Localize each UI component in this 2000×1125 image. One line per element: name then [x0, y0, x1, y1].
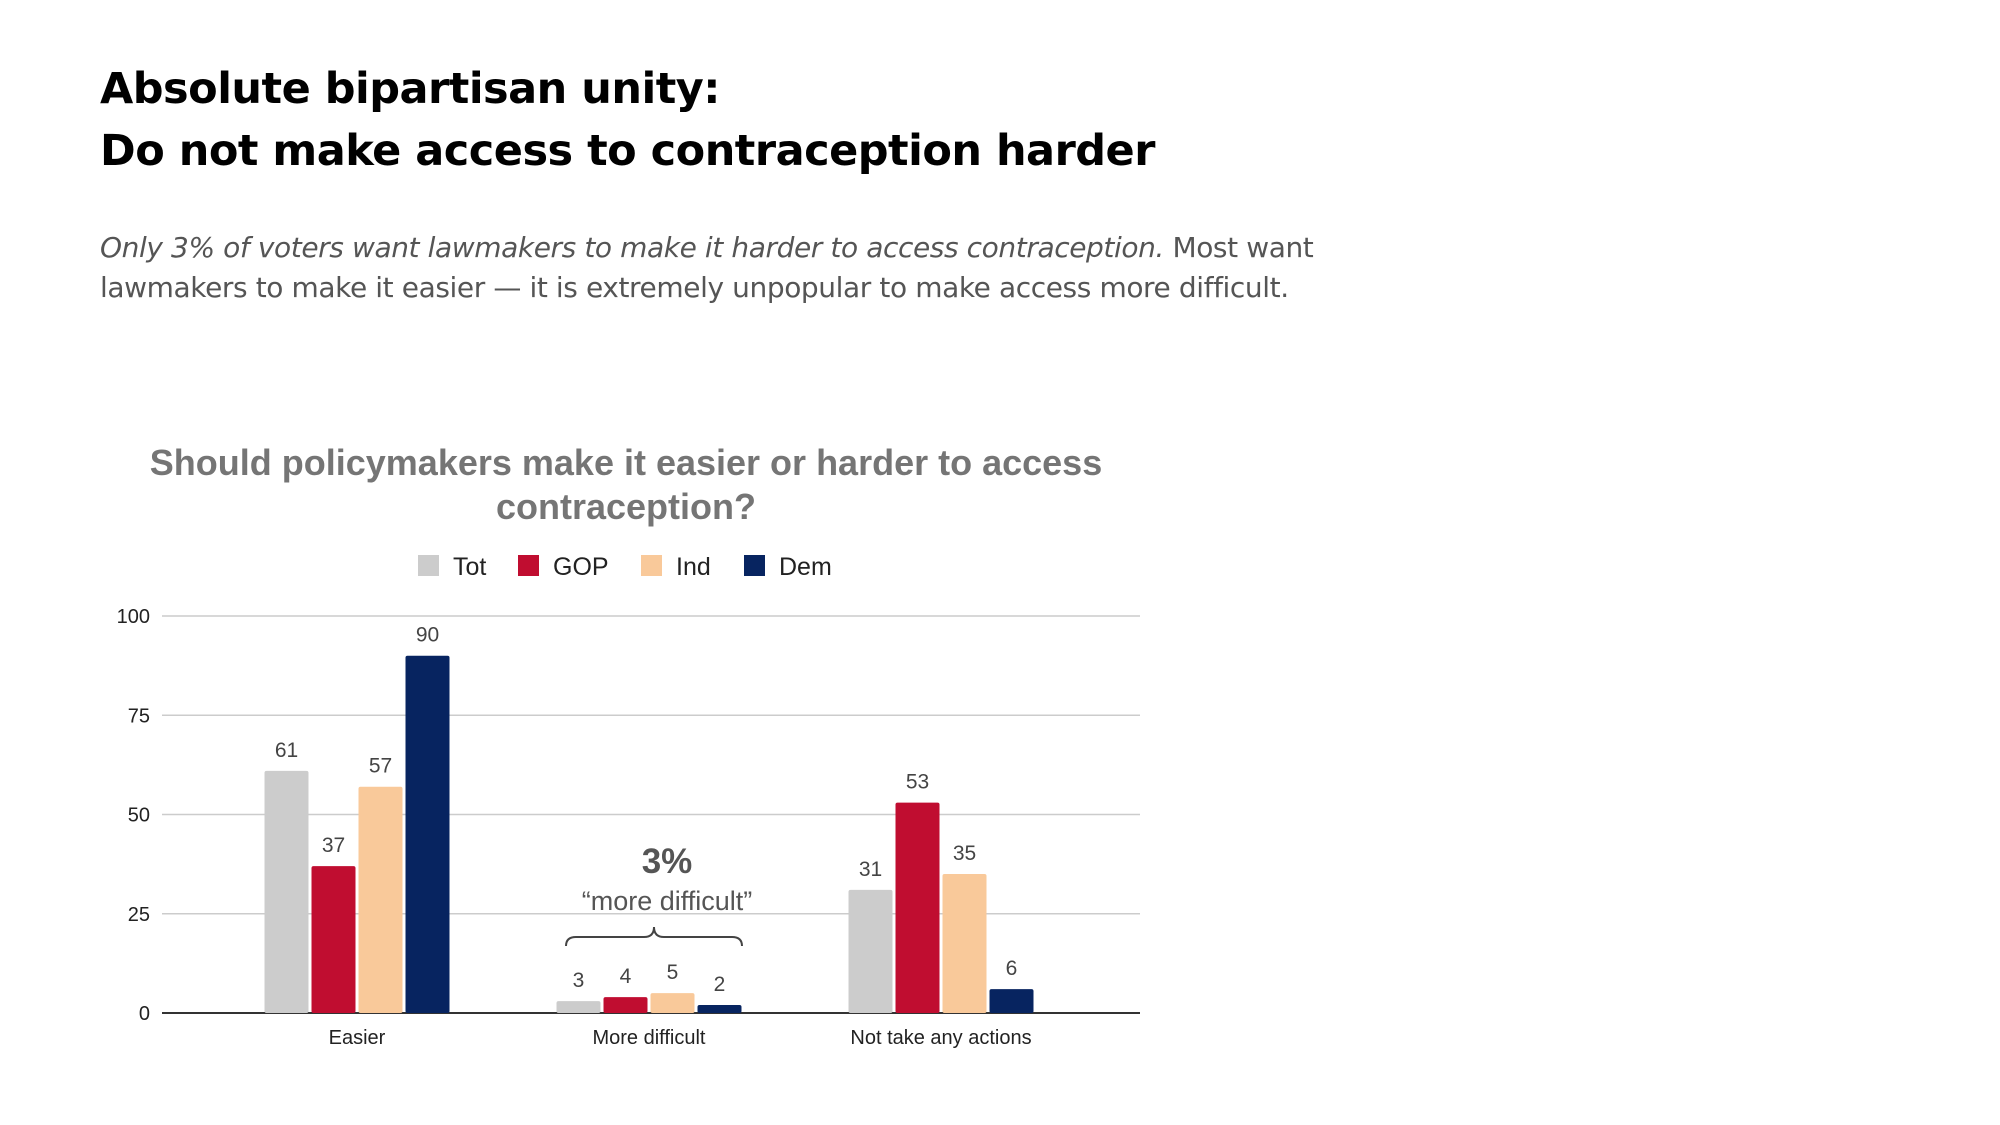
legend-swatch-ind [641, 555, 662, 576]
legend-label-ind: Ind [676, 553, 711, 581]
x-tick-label: Not take any actions [850, 1027, 1031, 1049]
chart-bars [264, 655, 1034, 1013]
legend-swatch-dem [744, 555, 765, 576]
annotation-brace [565, 926, 743, 947]
bar-ind [358, 786, 403, 1013]
data-label-gop: 37 [322, 834, 345, 857]
y-tick-label: 25 [128, 904, 150, 926]
data-label-ind: 5 [667, 961, 679, 984]
bar-tot [848, 889, 893, 1013]
annotation-percent: 3% [642, 842, 693, 881]
bar-gop [603, 997, 648, 1013]
chart-annotation: 3% “more difficult” [565, 842, 753, 947]
data-label-ind: 57 [369, 755, 392, 778]
data-label-dem: 2 [714, 973, 726, 996]
legend-swatch-tot [418, 555, 439, 576]
y-tick-label: 100 [117, 606, 150, 628]
legend-label-dem: Dem [779, 553, 832, 581]
data-label-tot: 3 [573, 969, 585, 992]
chart-data-labels: 61 3 31 37 4 53 57 5 35 90 2 6 [275, 624, 1018, 996]
y-tick-label: 75 [128, 705, 150, 727]
bar-tot [556, 1001, 601, 1013]
headline-line-2: Do not make access to contraception hard… [100, 126, 1155, 176]
data-label-tot: 61 [275, 739, 298, 762]
chart-x-axis: Easier More difficult Not take any actions [329, 1027, 1032, 1049]
y-tick-label: 0 [139, 1003, 150, 1025]
data-label-gop: 4 [620, 965, 632, 988]
headline-line-1: Absolute bipartisan unity: [100, 64, 720, 114]
data-label-dem: 6 [1006, 957, 1018, 980]
legend-label-gop: GOP [553, 553, 609, 581]
data-label-dem: 90 [416, 624, 439, 647]
bar-ind [650, 993, 695, 1013]
bar-gop [311, 866, 356, 1013]
subtitle: Only 3% of voters want lawmakers to make… [100, 228, 1360, 308]
legend-label-tot: Tot [453, 553, 486, 581]
data-label-tot: 31 [859, 858, 882, 881]
subtitle-regular: Most want lawmakers to make it easier — … [100, 231, 1314, 304]
annotation-caption: “more difficult” [582, 886, 753, 916]
data-label-ind: 35 [953, 842, 976, 865]
legend-swatch-gop [518, 555, 539, 576]
chart-title-line-2: contraception? [496, 486, 756, 527]
bar-dem [697, 1005, 742, 1013]
subtitle-italic: Only 3% of voters want lawmakers to make… [100, 231, 1164, 264]
x-tick-label: More difficult [592, 1027, 705, 1049]
bar-gop [895, 802, 940, 1013]
chart-title-line-1: Should policymakers make it easier or ha… [150, 442, 1102, 483]
data-label-gop: 53 [906, 771, 929, 794]
bar-dem [405, 655, 450, 1013]
y-tick-label: 50 [128, 805, 150, 827]
bar-ind [942, 874, 987, 1013]
chart-legend: Tot GOP Ind Dem [418, 553, 832, 581]
headline: Absolute bipartisan unity: Do not make a… [100, 58, 1155, 182]
x-tick-label: Easier [329, 1027, 386, 1049]
bar-tot [264, 770, 309, 1013]
bar-dem [989, 989, 1034, 1013]
